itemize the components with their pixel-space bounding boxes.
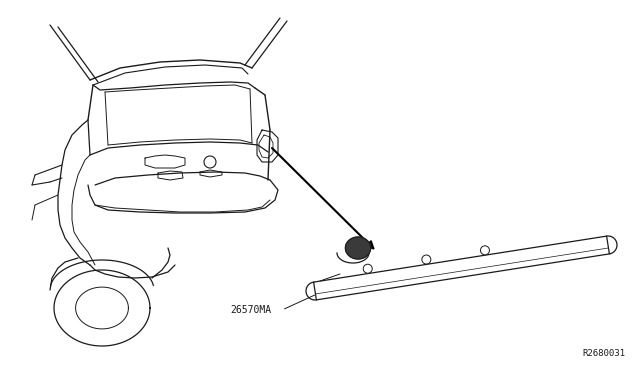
Circle shape [422,255,431,264]
Text: R2680031: R2680031 [582,349,625,358]
Polygon shape [346,237,371,259]
Circle shape [481,246,490,255]
Circle shape [364,264,372,273]
Text: 26570MA: 26570MA [230,305,271,315]
